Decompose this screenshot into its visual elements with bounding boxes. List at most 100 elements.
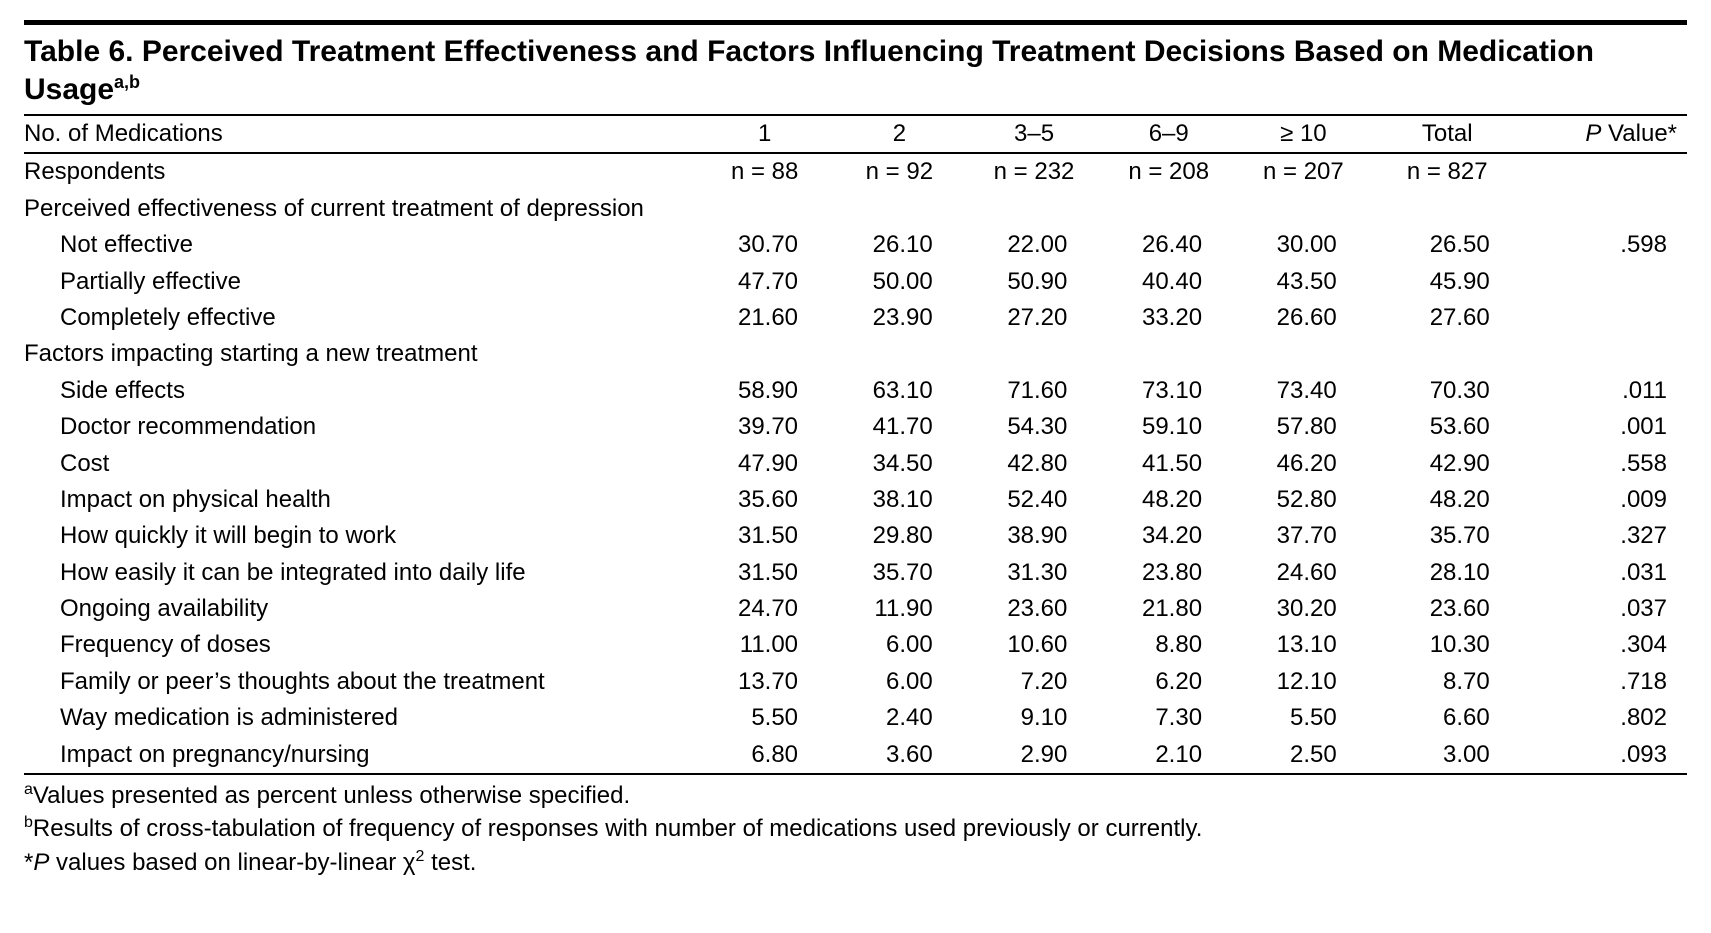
row-value: 30.00	[1236, 227, 1371, 263]
top-rule	[24, 20, 1687, 25]
row-value: 5.50	[1236, 700, 1371, 736]
row-value: 27.60	[1371, 300, 1524, 336]
table-row: Frequency of doses11.006.0010.608.8013.1…	[24, 627, 1687, 663]
data-table: No. of Medications 1 2 3–5 6–9 ≥ 10 Tota…	[24, 116, 1687, 773]
row-label: Side effects	[24, 373, 697, 409]
row-label: Doctor recommendation	[24, 409, 697, 445]
row-label: Impact on physical health	[24, 482, 697, 518]
row-value: 8.70	[1371, 664, 1524, 700]
row-value: 43.50	[1236, 264, 1371, 300]
row-value: 42.80	[967, 446, 1102, 482]
row-value: 11.90	[832, 591, 967, 627]
row-pvalue: .093	[1524, 737, 1687, 773]
table-row: Completely effective21.6023.9027.2033.20…	[24, 300, 1687, 336]
row-value: 47.70	[697, 264, 832, 300]
table-title: Table 6. Perceived Treatment Effectivene…	[24, 31, 1687, 114]
row-value: 38.90	[967, 518, 1102, 554]
table-row: How easily it can be integrated into dai…	[24, 555, 1687, 591]
table-row: Impact on pregnancy/nursing6.803.602.902…	[24, 737, 1687, 773]
row-value: 11.00	[697, 627, 832, 663]
row-value: 58.90	[697, 373, 832, 409]
row-value: 48.20	[1371, 482, 1524, 518]
row-value: 70.30	[1371, 373, 1524, 409]
respondents-n-4: n = 207	[1236, 154, 1371, 190]
table-row: Not effective30.7026.1022.0026.4030.0026…	[24, 227, 1687, 263]
row-value: 10.30	[1371, 627, 1524, 663]
row-value: 6.80	[697, 737, 832, 773]
row-label: Impact on pregnancy/nursing	[24, 737, 697, 773]
col-header-pvalue: P Value*	[1524, 116, 1687, 152]
row-value: 35.60	[697, 482, 832, 518]
footnotes: aValues presented as percent unless othe…	[24, 775, 1687, 879]
row-value: 34.50	[832, 446, 967, 482]
row-value: 29.80	[832, 518, 967, 554]
row-pvalue	[1524, 264, 1687, 300]
row-value: 35.70	[1371, 518, 1524, 554]
row-value: 13.10	[1236, 627, 1371, 663]
row-value: 50.00	[832, 264, 967, 300]
row-label: How easily it can be integrated into dai…	[24, 555, 697, 591]
row-value: 71.60	[967, 373, 1102, 409]
row-value: 50.90	[967, 264, 1102, 300]
row-value: 24.60	[1236, 555, 1371, 591]
row-value: 26.40	[1101, 227, 1236, 263]
row-value: 38.10	[832, 482, 967, 518]
row-label: Not effective	[24, 227, 697, 263]
row-value: 22.00	[967, 227, 1102, 263]
row-value: 35.70	[832, 555, 967, 591]
row-value: 40.40	[1101, 264, 1236, 300]
row-value: 9.10	[967, 700, 1102, 736]
respondents-n-2: n = 232	[967, 154, 1102, 190]
col-header-1: 1	[697, 116, 832, 152]
row-value: 6.60	[1371, 700, 1524, 736]
row-pvalue: .037	[1524, 591, 1687, 627]
row-value: 2.40	[832, 700, 967, 736]
row-label: Cost	[24, 446, 697, 482]
row-pvalue: .304	[1524, 627, 1687, 663]
row-pvalue: .001	[1524, 409, 1687, 445]
row-label: Frequency of doses	[24, 627, 697, 663]
row-value: 48.20	[1101, 482, 1236, 518]
row-value: 28.10	[1371, 555, 1524, 591]
row-pvalue: .009	[1524, 482, 1687, 518]
respondents-n-5: n = 827	[1371, 154, 1524, 190]
row-value: 34.20	[1101, 518, 1236, 554]
row-value: 2.10	[1101, 737, 1236, 773]
row-value: 10.60	[967, 627, 1102, 663]
row-value: 7.30	[1101, 700, 1236, 736]
respondents-label: Respondents	[24, 154, 697, 190]
col-header-total: Total	[1371, 116, 1524, 152]
row-value: 21.80	[1101, 591, 1236, 627]
footnote-b: bResults of cross-tabulation of frequenc…	[24, 812, 1687, 845]
row-value: 6.20	[1101, 664, 1236, 700]
row-value: 45.90	[1371, 264, 1524, 300]
row-pvalue: .718	[1524, 664, 1687, 700]
table-body: Respondentsn = 88n = 92n = 232n = 208n =…	[24, 152, 1687, 773]
row-value: 13.70	[697, 664, 832, 700]
row-value: 21.60	[697, 300, 832, 336]
row-value: 30.70	[697, 227, 832, 263]
table-row: How quickly it will begin to work31.5029…	[24, 518, 1687, 554]
row-value: 7.20	[967, 664, 1102, 700]
respondents-n-3: n = 208	[1101, 154, 1236, 190]
row-value: 37.70	[1236, 518, 1371, 554]
row-value: 24.70	[697, 591, 832, 627]
col-header-label: No. of Medications	[24, 116, 697, 152]
respondents-n-0: n = 88	[697, 154, 832, 190]
table-row: Side effects58.9063.1071.6073.1073.4070.…	[24, 373, 1687, 409]
row-label: Ongoing availability	[24, 591, 697, 627]
row-pvalue	[1524, 300, 1687, 336]
row-value: 6.00	[832, 664, 967, 700]
row-value: 54.30	[967, 409, 1102, 445]
row-value: 26.60	[1236, 300, 1371, 336]
table-row: Impact on physical health35.6038.1052.40…	[24, 482, 1687, 518]
row-value: 12.10	[1236, 664, 1371, 700]
row-pvalue: .327	[1524, 518, 1687, 554]
footnote-a: aValues presented as percent unless othe…	[24, 779, 1687, 812]
row-value: 26.10	[832, 227, 967, 263]
respondents-n-1: n = 92	[832, 154, 967, 190]
table-row: Ongoing availability24.7011.9023.6021.80…	[24, 591, 1687, 627]
row-value: 63.10	[832, 373, 967, 409]
footnote-p: *P values based on linear-by-linear χ2 t…	[24, 846, 1687, 879]
row-value: 39.70	[697, 409, 832, 445]
